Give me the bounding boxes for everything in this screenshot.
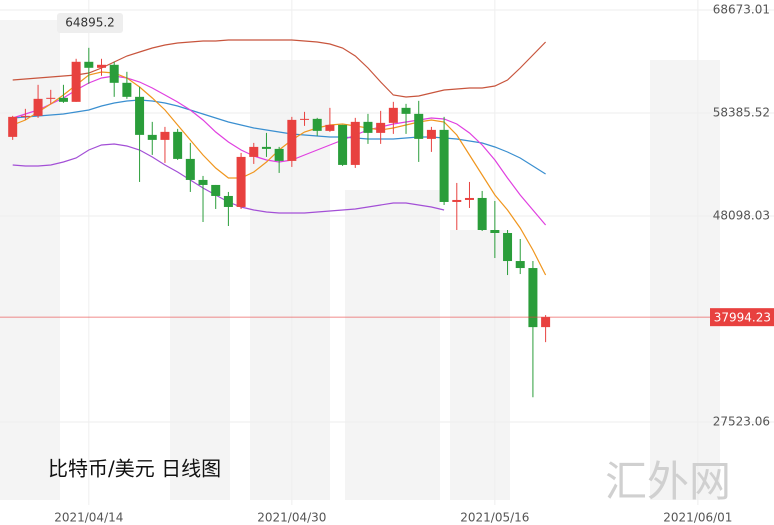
- candle-body: [147, 134, 157, 140]
- y-tick-label: 68673.01: [713, 3, 770, 17]
- candle-body: [363, 121, 373, 133]
- last-price-box: [710, 308, 774, 327]
- candle-body: [33, 98, 43, 116]
- x-tick-label: 2021/04/30: [257, 511, 326, 525]
- candle-body: [350, 121, 360, 165]
- overlay-line: [12, 99, 546, 175]
- y-tick-label: 58385.52: [713, 106, 770, 120]
- candle-body: [261, 146, 271, 149]
- candle-body: [20, 115, 30, 117]
- watermark: 汇外网: [605, 457, 731, 506]
- candle-body: [312, 118, 322, 131]
- x-tick-label: 2021/05/16: [460, 511, 529, 525]
- grid: [0, 0, 774, 505]
- candle-body: [414, 113, 424, 139]
- candle-body: [528, 268, 538, 328]
- candle-body: [338, 124, 348, 165]
- candle-body: [185, 158, 195, 180]
- candle-body: [173, 131, 183, 159]
- candle-body: [426, 129, 436, 139]
- candle-body: [490, 229, 500, 234]
- candle-body: [452, 199, 462, 202]
- max-label: 64895.2: [65, 16, 115, 30]
- candle-body: [439, 129, 449, 202]
- candle-body: [325, 124, 335, 131]
- chart-title: 比特币/美元 日线图: [48, 457, 221, 481]
- candle-body: [541, 317, 551, 328]
- candle-body: [97, 64, 107, 68]
- candle-body: [109, 64, 119, 83]
- candle-body: [46, 97, 56, 99]
- candle-body: [223, 195, 233, 207]
- candle-body: [274, 148, 284, 161]
- candle-body: [58, 97, 68, 102]
- candle-body: [236, 156, 246, 207]
- candle-body: [401, 107, 411, 114]
- candle-body: [160, 131, 170, 140]
- max-label-box: [57, 13, 123, 33]
- candle-body: [287, 119, 297, 161]
- candle-body: [122, 82, 132, 97]
- y-tick-label: 27523.06: [713, 414, 770, 428]
- candle-body: [503, 233, 513, 262]
- y-tick-label: 48098.03: [713, 209, 770, 223]
- x-tick-label: 2021/06/01: [663, 511, 732, 525]
- candle-body: [388, 107, 398, 123]
- x-tick-label: 2021/04/14: [54, 511, 123, 525]
- candle-body: [300, 118, 310, 120]
- candle-body: [249, 146, 259, 157]
- candle-body: [8, 116, 18, 137]
- candle-body: [84, 61, 94, 68]
- candle-body: [515, 261, 525, 269]
- background-decoration: [0, 20, 720, 500]
- last-price-label: 37994.23: [714, 311, 771, 325]
- candle-body: [376, 122, 386, 133]
- candle-body: [464, 197, 474, 200]
- candle-body: [477, 197, 487, 230]
- candle-body: [211, 184, 221, 196]
- candle-body: [135, 96, 145, 135]
- candle-body: [71, 61, 81, 102]
- candle-body: [198, 179, 208, 185]
